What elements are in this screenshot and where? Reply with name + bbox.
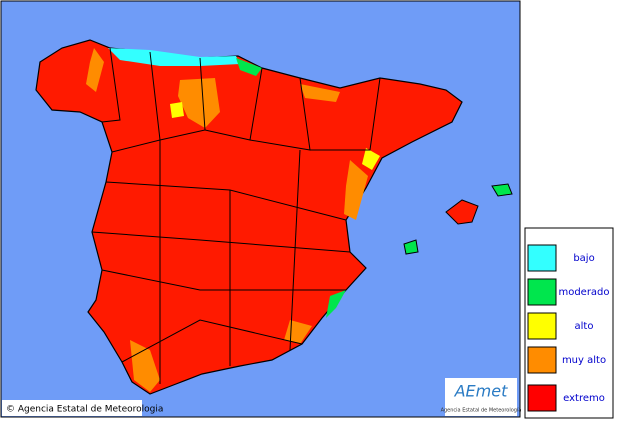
copyright-box bbox=[2, 400, 142, 416]
yellow-zone bbox=[362, 148, 380, 170]
legend-label: alto bbox=[575, 321, 594, 332]
province-borders bbox=[91, 47, 381, 384]
legend-label: muy alto bbox=[562, 355, 606, 366]
orange-zone bbox=[178, 78, 220, 128]
logo: AEmet bbox=[454, 382, 508, 401]
legend-label: bajo bbox=[573, 253, 594, 264]
orange-zone bbox=[86, 48, 104, 92]
legend-label: extremo bbox=[563, 393, 605, 404]
orange-zone bbox=[344, 160, 368, 220]
legend-swatch bbox=[527, 346, 557, 374]
green-zone bbox=[236, 58, 262, 76]
legend-swatch bbox=[527, 384, 557, 412]
cyan-zone bbox=[108, 48, 240, 66]
logo-box bbox=[445, 378, 517, 416]
logo-subtitle: Agencia Estatal de Meteorología bbox=[441, 407, 522, 414]
island bbox=[491, 183, 513, 197]
yellow-zone bbox=[170, 102, 184, 118]
legend-label: moderado bbox=[558, 287, 609, 298]
orange-zone bbox=[300, 84, 340, 102]
copyright: © Agencia Estatal de Meteorologia bbox=[6, 405, 163, 415]
green-zone bbox=[326, 290, 346, 318]
legend-swatch bbox=[527, 278, 557, 306]
legend-swatch bbox=[527, 312, 557, 340]
island bbox=[445, 199, 479, 225]
orange-zone bbox=[130, 340, 160, 392]
legend-swatch bbox=[527, 244, 557, 272]
island bbox=[403, 239, 419, 255]
